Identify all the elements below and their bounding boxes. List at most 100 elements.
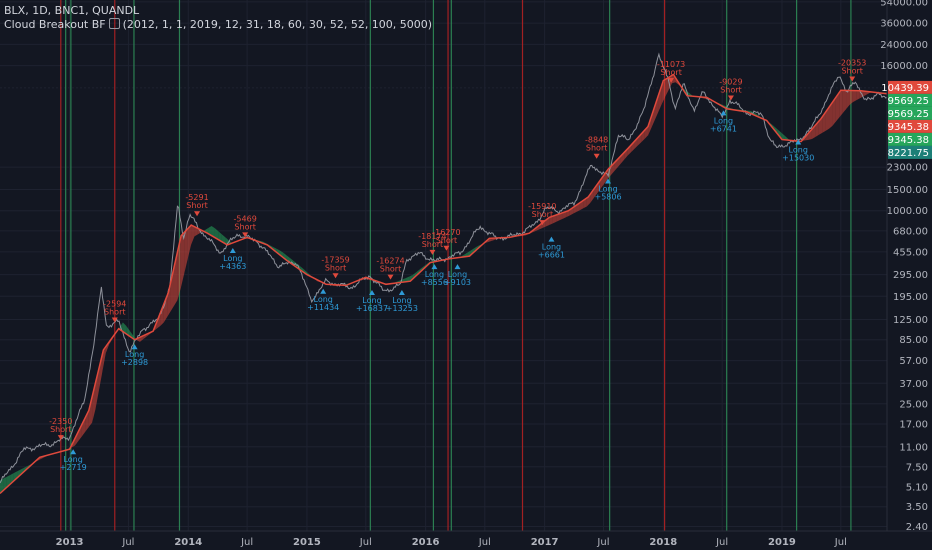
x-tick-label: Jul <box>478 537 491 548</box>
y-tick-label: 295.00 <box>893 270 928 281</box>
cloud-segment <box>177 237 181 301</box>
short-side-label: Short <box>380 265 401 274</box>
long-signal: Long+15030 <box>782 139 814 162</box>
long-side-label: Long <box>425 270 444 279</box>
long-side-label: Long <box>125 350 144 359</box>
y-tick-label: 11.00 <box>899 442 928 453</box>
y-tick-label: 17.00 <box>899 419 928 430</box>
price-label-text: 9569.25 <box>888 109 929 120</box>
cloud-segment <box>562 211 567 219</box>
series-lines <box>0 52 888 495</box>
long-signal: Long+2898 <box>121 344 148 367</box>
cloud-segment <box>597 179 601 194</box>
price-label-bg <box>888 80 932 94</box>
long-signal: Long+2719 <box>60 449 87 472</box>
short-side-label: Short <box>436 236 457 245</box>
short-side-label: Short <box>234 222 255 231</box>
cloud-segment <box>856 90 860 101</box>
long-arrow-icon <box>431 264 438 270</box>
short-arrow-icon <box>443 245 450 251</box>
long-arrow-icon <box>131 344 138 350</box>
x-axis-panel[interactable] <box>0 531 932 550</box>
y-tick-label: 680.00 <box>893 226 928 237</box>
long-side-label: Long <box>392 296 411 305</box>
short-pct-label: -11073 <box>657 60 685 69</box>
y-tick-label: 2300.00 <box>887 163 928 174</box>
short-side-label: Short <box>586 144 607 153</box>
short-arrow-icon <box>332 273 339 279</box>
chart-legend: BLX, 1D, BNC1, QUANDL Cloud Breakout BF (… <box>4 4 432 32</box>
x-tick-label: Jul <box>715 537 728 548</box>
cloud-segment <box>409 274 413 282</box>
short-pct-label: -18174 <box>418 232 446 241</box>
cloud-segment <box>590 189 594 203</box>
cloud-segment <box>160 304 164 326</box>
cloud-segment <box>846 90 850 110</box>
price-scale-labels: 10439.39 9569.25 9569.25 9345.38 9345.38 8221… <box>881 80 932 159</box>
cloud-segment <box>658 85 662 112</box>
y-tick-label: 5.10 <box>906 482 928 493</box>
cloud-segment <box>822 112 826 133</box>
cloud-segment <box>187 225 192 260</box>
fast-line <box>0 73 888 495</box>
long-arrow-icon <box>720 110 727 116</box>
long-pct-label: +15030 <box>782 153 814 162</box>
long-signal: Long+8556 <box>421 264 448 287</box>
long-signal: Long+6741 <box>710 110 737 133</box>
price-scale-label: 9569.25 <box>888 106 932 120</box>
short-arrow-icon <box>111 317 118 323</box>
cloud-segment <box>3 476 7 491</box>
cloud-segment <box>542 220 546 229</box>
short-pct-label: -5291 <box>185 193 208 202</box>
x-tick-label: 2013 <box>56 537 84 548</box>
long-pct-label: +13253 <box>386 304 418 313</box>
short-pct-label: -8848 <box>585 136 608 145</box>
price-label-text: 9345.38 <box>888 122 929 133</box>
cloud-segment <box>808 129 812 140</box>
short-side-label: Short <box>720 86 741 95</box>
y-tick-label: 16000.00 <box>880 61 928 72</box>
y-tick-label: 2.40 <box>906 522 928 533</box>
price-label-bg <box>888 106 932 120</box>
grid <box>0 0 887 531</box>
y-tick-label: 37.00 <box>899 379 928 390</box>
long-pct-label: +16837 <box>356 304 388 313</box>
price-label-text: 9345.38 <box>888 135 929 146</box>
long-arrow-icon <box>795 139 802 145</box>
price-scale-label: 10439.39 <box>881 80 932 94</box>
indicator-line[interactable]: Cloud Breakout BF (2012, 1, 1, 2019, 12, … <box>4 18 432 32</box>
long-side-label: Long <box>223 254 242 263</box>
long-arrow-icon <box>368 289 375 295</box>
cloud-segment <box>552 214 557 224</box>
y-tick-label: 455.00 <box>893 247 928 258</box>
x-tick-label: 2017 <box>531 537 559 548</box>
cloud-segment <box>279 250 284 258</box>
cloud-segment <box>167 282 171 317</box>
short-side-label: Short <box>325 263 346 272</box>
settings-icon[interactable] <box>108 18 120 29</box>
long-arrow-icon <box>70 449 77 455</box>
short-side-label: Short <box>841 67 862 76</box>
short-pct-label: -16270 <box>432 228 460 237</box>
long-signal: Long+13253 <box>386 289 418 313</box>
cloud-segment <box>211 226 215 238</box>
cloud-segment <box>81 417 86 437</box>
x-tick-label: Jul <box>834 537 847 548</box>
y-tick-label: 54000.00 <box>880 0 928 8</box>
short-arrow-icon <box>429 249 436 255</box>
symbol-line[interactable]: BLX, 1D, BNC1, QUANDL <box>4 4 140 17</box>
long-signal: Long+5806 <box>594 178 622 201</box>
cloud-segment <box>600 175 604 189</box>
cloud-segment <box>17 469 21 478</box>
cloud-segment <box>835 92 840 122</box>
indicator-name: Cloud Breakout BF <box>4 18 106 31</box>
long-side-label: Long <box>789 145 808 154</box>
cloud-segment <box>78 424 82 441</box>
long-side-label: Long <box>714 116 733 125</box>
